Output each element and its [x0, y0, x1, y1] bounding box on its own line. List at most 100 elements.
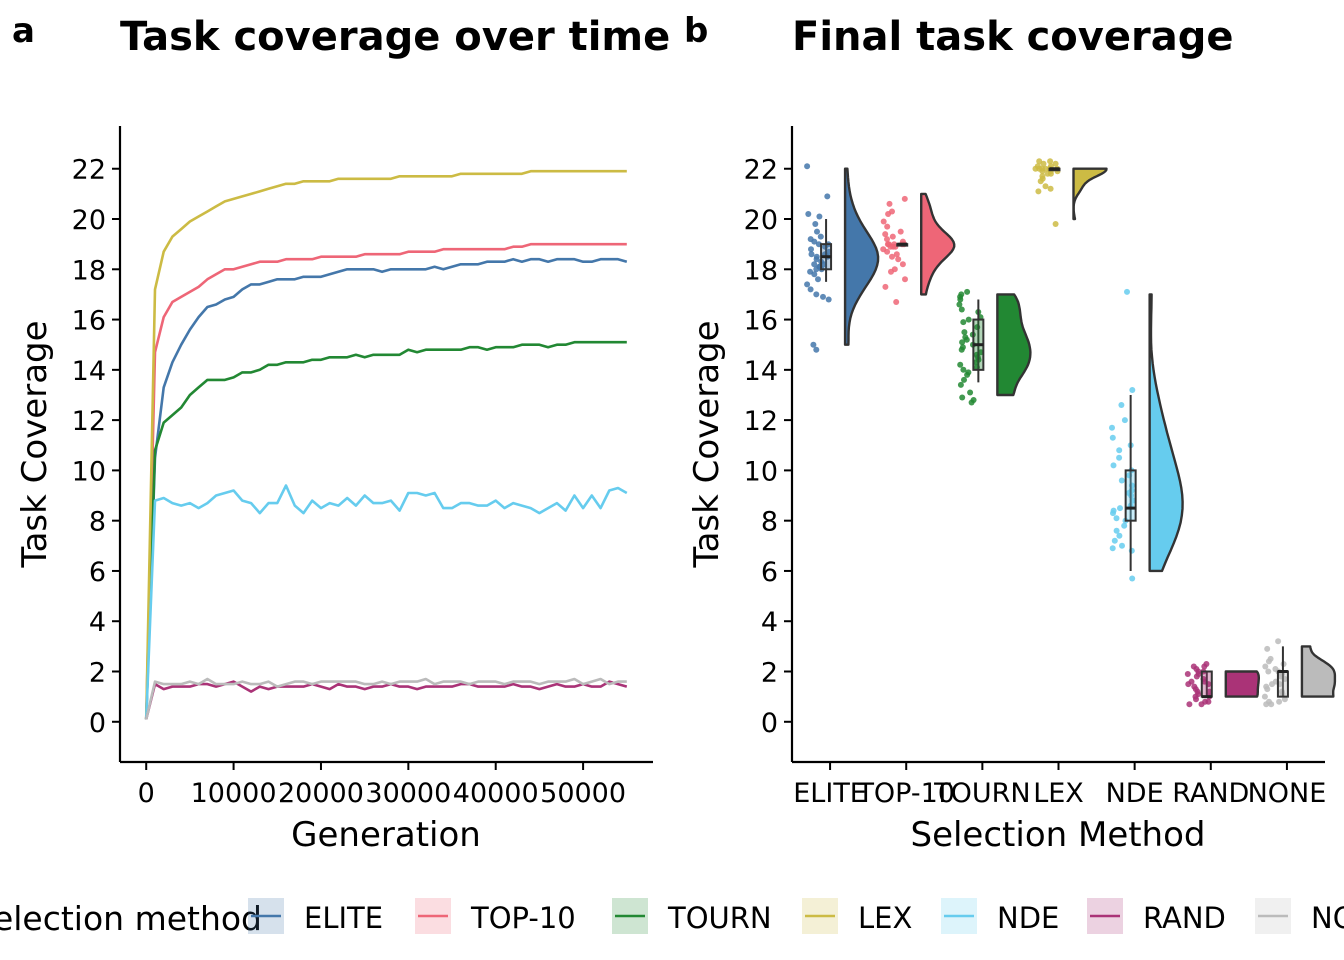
legend-label-top-10: TOP-10: [470, 901, 576, 935]
chart-b-xtick-label: RAND: [1172, 778, 1249, 809]
chart-b-point-elite: [808, 246, 814, 253]
chart-b-violin-tourn: [996, 293, 1032, 397]
chart-b-point-lex: [1040, 160, 1047, 167]
chart-b-xtick-label: ELITE: [793, 778, 867, 809]
chart-b-point-elite: [808, 251, 815, 258]
chart-b-point-tourn: [960, 319, 967, 326]
chart-b-point-rand: [1185, 681, 1192, 688]
chart-b-point-tourn: [965, 316, 972, 323]
chart-b-point-none: [1265, 658, 1272, 665]
chart-b-point-tourn: [967, 389, 974, 396]
chart-a-ytick-label: 0: [89, 708, 106, 739]
chart-b-point-lex: [1032, 165, 1039, 172]
chart-a-ytick-label: 22: [72, 155, 106, 186]
chart-b-point-elite: [812, 221, 819, 227]
chart-b-point-none: [1268, 701, 1275, 708]
chart-b-violin-lex: [1072, 167, 1108, 221]
chart-b-point-rand: [1193, 696, 1199, 703]
chart-b-point-top-10: [884, 236, 890, 243]
chart-b-point-elite: [810, 341, 817, 348]
chart-b-ytick-label: 22: [744, 155, 778, 186]
chart-a-xtick-label: 20000: [278, 778, 364, 809]
legend-label-lex: LEX: [858, 901, 912, 935]
chart-b-point-elite: [815, 276, 821, 283]
chart-b-violin-elite: [843, 167, 880, 346]
chart-a-ylabel: Task Coverage: [15, 320, 55, 568]
chart-b-ytick-label: 0: [761, 708, 778, 739]
panel-label-a: a: [12, 11, 35, 51]
legend-label-none: NONE: [1311, 901, 1344, 935]
chart-b-point-nde: [1118, 477, 1125, 484]
chart-a-line-nde: [144, 484, 628, 720]
chart-a-xtick-label: 50000: [540, 778, 626, 809]
chart-b-ytick-label: 12: [744, 406, 778, 437]
chart-b-point-top-10: [899, 261, 906, 268]
chart-b-point-lex: [1042, 183, 1049, 190]
chart-b-point-nde: [1116, 447, 1123, 454]
chart-b-point-elite: [813, 291, 820, 298]
panel-label-b: b: [684, 11, 708, 51]
chart-b-point-nde: [1129, 575, 1136, 582]
chart-b-point-elite: [811, 238, 818, 245]
chart-a-ytick-label: 14: [72, 356, 106, 387]
chart-b-ytick-label: 6: [761, 557, 778, 588]
chart-b-point-elite: [805, 211, 812, 217]
chart-b-point-nde: [1109, 434, 1116, 441]
chart-b-point-nde: [1111, 537, 1118, 544]
chart-a-ytick-label: 2: [89, 658, 106, 689]
chart-b-ytick-label: 20: [744, 205, 778, 236]
chart-b-point-rand: [1186, 701, 1193, 708]
chart-b-point-lex: [1047, 158, 1054, 165]
chart-b-point-nde: [1109, 545, 1116, 552]
chart-b-violin-rand: [1224, 670, 1260, 698]
chart-b-point-tourn: [960, 366, 967, 373]
chart-b-point-elite: [817, 233, 824, 240]
chart-b-point-rand: [1198, 701, 1205, 708]
chart-b-title: Final task coverage: [792, 14, 1233, 60]
chart-a-ytick-label: 4: [89, 607, 106, 638]
chart-b-point-rand: [1201, 663, 1208, 670]
chart-b-point-rand: [1195, 668, 1202, 675]
chart-b-point-top-10: [882, 283, 889, 290]
chart-b-point-top-10: [882, 231, 889, 238]
chart-b-point-nde: [1110, 507, 1117, 514]
chart-b-point-nde: [1121, 417, 1128, 424]
chart-a-ytick-label: 16: [72, 306, 106, 337]
chart-b-point-top-10: [884, 223, 891, 230]
chart-a-line-elite: [144, 257, 628, 720]
chart-b-point-tourn: [957, 361, 964, 368]
chart-b-xtick-label: NONE: [1248, 778, 1327, 809]
chart-b-point-none: [1281, 696, 1288, 703]
chart-b-ytick-label: 8: [761, 507, 778, 538]
chart-b-box-nde: [1124, 469, 1137, 522]
chart-a-xtick-label: 10000: [191, 778, 277, 809]
chart-a: 0 2 4 6 8 10 12 14 16 18 20 22 0 10000 20000 30000 40000…: [72, 126, 653, 809]
chart-b-box-rand: [1200, 670, 1213, 698]
chart-b-point-elite: [814, 228, 820, 235]
legend-label-nde: NDE: [997, 901, 1059, 935]
chart-b-point-nde: [1121, 522, 1128, 529]
chart-a-ytick-label: 12: [72, 406, 106, 437]
chart-b-point-elite: [804, 281, 811, 288]
chart-a-title: Task coverage over time: [120, 14, 670, 60]
chart-b-point-nde: [1113, 527, 1120, 534]
chart-b-point-rand: [1184, 671, 1191, 677]
legend-title: Selection method: [0, 899, 262, 938]
chart-b-point-lex: [1035, 188, 1042, 195]
chart-b-xtick-label: TOURN: [933, 778, 1030, 809]
chart-b-xtick-label: TOP-10: [856, 778, 955, 809]
chart-b-point-top-10: [893, 251, 900, 258]
chart-b-point-top-10: [897, 228, 904, 235]
chart-b-xlabel: Selection Method: [910, 815, 1205, 855]
chart-a-xtick-label: 30000: [365, 778, 451, 809]
chart-b-point-none: [1265, 668, 1272, 675]
chart-b-point-tourn: [957, 296, 964, 303]
chart-a-ytick-label: 6: [89, 557, 106, 588]
chart-a-line-top-10: [144, 242, 627, 720]
chart-b-violin-top-10: [920, 192, 956, 296]
chart-b-point-tourn: [964, 371, 971, 378]
chart-a-ytick-label: 8: [89, 507, 106, 538]
chart-b-point-elite: [807, 286, 814, 293]
